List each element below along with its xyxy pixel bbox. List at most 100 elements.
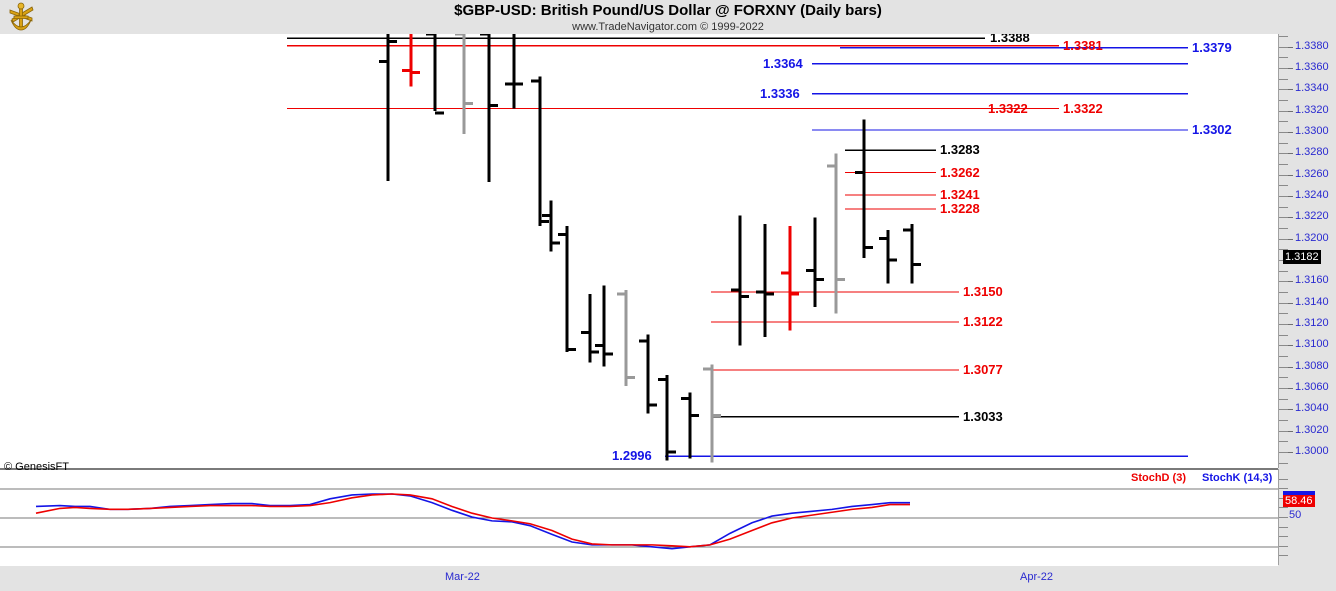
price-level-label[interactable]: 1.3322 — [988, 100, 1028, 116]
price-level-label[interactable]: 1.3302 — [1192, 121, 1232, 137]
stochastic-axis-tick — [1279, 488, 1288, 490]
price-level-label[interactable]: 1.3379 — [1192, 39, 1232, 55]
stochastic-lines-layer — [0, 488, 1278, 550]
price-level-label[interactable]: 1.3241 — [940, 187, 980, 203]
price-axis-label: 1.3200 — [1295, 231, 1329, 244]
ohlc-bar[interactable] — [595, 285, 613, 367]
price-level-label[interactable]: 1.3122 — [963, 313, 1003, 329]
date-label-apr: Apr-22 — [1020, 571, 1054, 583]
ohlc-bar[interactable] — [581, 294, 599, 363]
price-axis-minor-tick — [1279, 207, 1288, 208]
ohlc-bar[interactable] — [455, 34, 473, 135]
price-level-label[interactable]: 1.3336 — [760, 85, 800, 101]
ohlc-bar[interactable] — [658, 375, 676, 461]
ohlc-bar[interactable] — [505, 34, 523, 109]
price-axis-minor-tick — [1279, 47, 1288, 48]
price-level-label[interactable]: 1.3322 — [1063, 100, 1103, 116]
ohlc-bar[interactable] — [426, 34, 444, 115]
price-axis-minor-tick — [1279, 345, 1288, 346]
ohlc-bar[interactable] — [879, 230, 897, 284]
price-axis-minor-tick — [1279, 452, 1288, 453]
chart-subtitle: www.TradeNavigator.com © 1999-2022 — [572, 21, 764, 33]
price-axis-minor-tick — [1279, 281, 1288, 282]
price-axis-label: 1.3300 — [1295, 125, 1329, 138]
anchor-logo-icon — [3, 1, 39, 35]
price-axis-label: 1.3020 — [1295, 423, 1329, 436]
ohlc-bar[interactable] — [781, 225, 799, 331]
price-axis-minor-tick — [1279, 143, 1288, 144]
ohlc-bar[interactable] — [855, 119, 873, 258]
price-axis-minor-tick — [1279, 153, 1288, 154]
stochastic-axis-tick — [1279, 478, 1288, 480]
price-level-label[interactable]: 1.3077 — [963, 361, 1003, 377]
price-level-label[interactable]: 1.2996 — [612, 448, 652, 464]
ohlc-bar[interactable] — [681, 392, 699, 459]
price-axis-label: 1.3120 — [1295, 317, 1329, 330]
legend-stochk[interactable]: StochK (14,3) — [1202, 472, 1273, 484]
stochastic-line[interactable] — [35, 493, 910, 550]
price-axis-label: 1.3160 — [1295, 274, 1329, 287]
stochastic-pane[interactable]: StochD (3) StochK (14,3) — [0, 469, 1278, 567]
price-axis-minor-tick — [1279, 175, 1288, 176]
price-axis-minor-tick — [1279, 132, 1288, 133]
legend-stochd[interactable]: StochD (3) — [1131, 472, 1186, 484]
price-axis-minor-tick — [1279, 164, 1288, 165]
price-axis-label: 1.3340 — [1295, 82, 1329, 95]
price-axis-minor-tick — [1279, 377, 1288, 378]
ohlc-bar[interactable] — [827, 153, 845, 314]
ohlc-bar[interactable] — [903, 223, 921, 284]
price-axis-minor-tick — [1279, 100, 1288, 101]
price-axis-label: 1.3240 — [1295, 189, 1329, 202]
stochastic-level-50-label: 50 — [1289, 509, 1302, 521]
ohlc-bar[interactable] — [542, 200, 560, 252]
price-level-label[interactable]: 1.3381 — [1063, 37, 1103, 53]
price-axis-label: 1.3380 — [1295, 39, 1329, 52]
price-axis-minor-tick — [1279, 185, 1288, 186]
price-axis-minor-tick — [1279, 356, 1288, 357]
ohlc-bar[interactable] — [379, 34, 397, 182]
price-axis-minor-tick — [1279, 217, 1288, 218]
price-chart-pane[interactable]: 1.3388 1.3381 1.3379 1.3364 1.3336 1.3322 1.33… — [0, 34, 1278, 469]
price-axis-minor-tick — [1279, 367, 1288, 368]
price-axis-minor-tick — [1279, 431, 1288, 432]
price-axis-minor-tick — [1279, 196, 1288, 197]
ohlc-bar[interactable] — [703, 364, 721, 463]
price-level-label[interactable]: 1.3033 — [963, 408, 1003, 424]
price-level-label[interactable]: 1.3150 — [963, 284, 1003, 300]
price-axis-minor-tick — [1279, 36, 1288, 37]
date-axis[interactable]: Mar-22 Apr-22 — [0, 566, 1336, 591]
stochastic-axis-tick — [1279, 555, 1288, 557]
stochastic-axis-tick — [1279, 507, 1288, 509]
price-axis-minor-tick — [1279, 79, 1288, 80]
price-level-label[interactable]: 1.3283 — [940, 142, 980, 158]
ohlc-bar[interactable] — [617, 289, 635, 386]
price-axis-minor-tick — [1279, 57, 1288, 58]
price-level-label[interactable]: 1.3388 — [990, 34, 1030, 46]
ohlc-bar[interactable] — [480, 34, 498, 183]
price-axis-minor-tick — [1279, 420, 1288, 421]
price-axis-label: 1.3080 — [1295, 359, 1329, 372]
stochastic-line[interactable] — [35, 493, 910, 548]
price-level-label[interactable]: 1.3364 — [763, 55, 803, 71]
date-label-mar: Mar-22 — [445, 571, 480, 583]
stochastic-axis[interactable]: 58.46 50 — [1278, 469, 1336, 565]
ohlc-bar[interactable] — [756, 223, 774, 337]
ohlc-bar[interactable] — [806, 217, 824, 307]
ohlc-bar[interactable] — [402, 34, 420, 87]
page-title: $GBP-USD: British Pound/US Dollar @ FORX… — [454, 2, 882, 19]
ohlc-bar[interactable] — [639, 334, 657, 414]
price-axis-minor-tick — [1279, 68, 1288, 69]
ohlc-bar[interactable] — [558, 225, 576, 352]
genesis-watermark: © GenesisFT — [4, 461, 69, 473]
price-axis[interactable]: 1.3380 1.3360 1.3340 1.3320 1.3300 1.3280 1.32… — [1278, 34, 1336, 468]
price-level-label[interactable]: 1.3228 — [940, 200, 980, 216]
stochastic-axis-tick — [1279, 545, 1288, 547]
stochastic-axis-tick — [1279, 517, 1288, 518]
price-level-label[interactable]: 1.3262 — [940, 164, 980, 180]
price-axis-label: 1.3360 — [1295, 61, 1329, 74]
price-axis-minor-tick — [1279, 303, 1288, 304]
ohlc-bar[interactable] — [531, 76, 549, 226]
ohlc-bar[interactable] — [731, 215, 749, 346]
price-axis-label: 1.3040 — [1295, 402, 1329, 415]
price-axis-label: 1.3100 — [1295, 338, 1329, 351]
